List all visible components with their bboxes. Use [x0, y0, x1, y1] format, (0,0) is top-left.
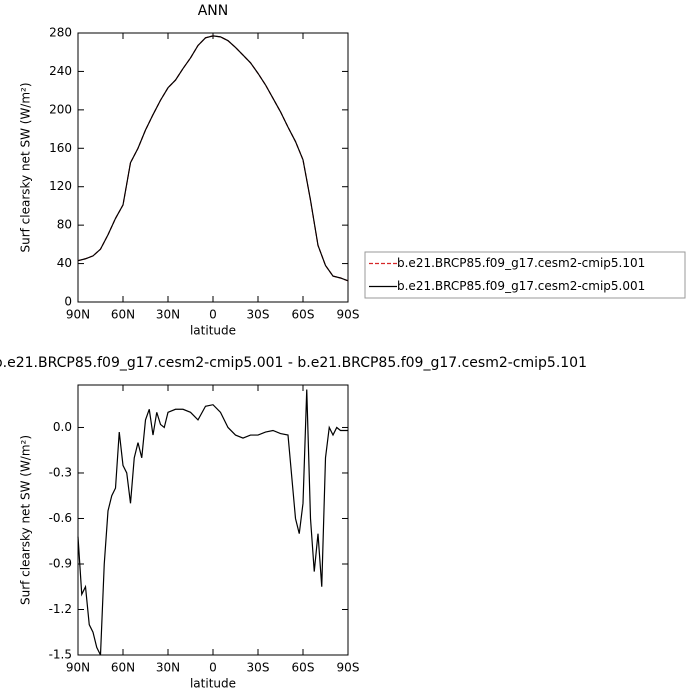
x-tick-label: 30N [156, 661, 180, 675]
x-tick-label: 90N [66, 661, 90, 675]
y-tick-label: 200 [49, 102, 72, 116]
x-tick-label: 60N [111, 661, 135, 675]
chart-title: ANN [198, 3, 229, 19]
plot-frame [77, 32, 349, 303]
series-line [77, 35, 349, 282]
x-tick-label: 90S [337, 661, 360, 675]
y-tick-label: -1.5 [49, 648, 72, 662]
x-tick-label: 90N [66, 308, 90, 322]
legend-label: b.e21.BRCP85.f09_g17.cesm2-cmip5.001 [397, 279, 645, 293]
y-tick-label: 120 [49, 179, 72, 193]
y-tick-label: -0.3 [49, 465, 72, 479]
x-axis-label: latitude [190, 324, 236, 338]
y-tick-label: 160 [49, 141, 72, 155]
legend-box [364, 251, 686, 299]
y-axis-label: Surf clearsky net SW (W/m²) [19, 435, 33, 605]
series-line [77, 389, 348, 656]
y-tick-label: -0.6 [49, 511, 72, 525]
x-tick-label: 60N [111, 308, 135, 322]
y-tick-label: 40 [57, 256, 72, 270]
y-tick-label: 80 [57, 218, 72, 232]
x-tick-label: 30S [247, 661, 270, 675]
x-tick-label: 0 [209, 661, 217, 675]
y-axis-label: Surf clearsky net SW (W/m²) [19, 82, 33, 252]
y-tick-label: 0.0 [53, 420, 72, 434]
x-tick-label: 60S [292, 661, 315, 675]
legend-label: b.e21.BRCP85.f09_g17.cesm2-cmip5.101 [397, 256, 645, 270]
chart-title: b.e21.BRCP85.f09_g17.cesm2-cmip5.001 - b… [0, 355, 587, 371]
y-tick-label: -1.2 [49, 602, 72, 616]
x-tick-label: 60S [292, 308, 315, 322]
x-axis-label: latitude [190, 677, 236, 691]
series-line [77, 35, 349, 282]
x-tick-label: 0 [209, 308, 217, 322]
y-tick-label: 0 [64, 295, 72, 309]
x-tick-label: 30N [156, 308, 180, 322]
y-tick-label: 240 [49, 64, 72, 78]
x-tick-label: 30S [247, 308, 270, 322]
y-tick-label: 280 [49, 26, 72, 40]
x-tick-label: 90S [337, 308, 360, 322]
y-tick-label: -0.9 [49, 556, 72, 570]
